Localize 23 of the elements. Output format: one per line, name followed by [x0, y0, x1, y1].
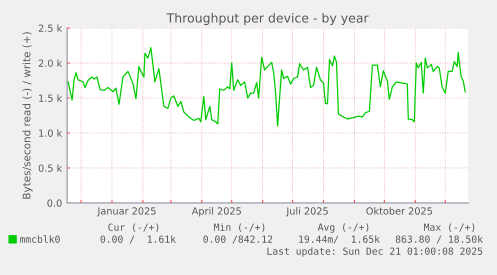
- y-tick-label: 0.5 k: [38, 164, 62, 172]
- y-tick-label: 0.0: [47, 199, 62, 207]
- y-axis-title: Bytes/second read (-) / write (+): [22, 32, 32, 199]
- x-tick-label: April 2025: [192, 207, 241, 217]
- line-series: [67, 47, 466, 127]
- y-tick-label: 1.0 k: [39, 129, 62, 137]
- text: 0.00 / 1.61k: [100, 235, 176, 244]
- text: Cur (-/+): [108, 223, 158, 232]
- y-tick-label: 1.5 k: [39, 94, 62, 102]
- chart-title: Throughput per device - by year: [166, 12, 369, 26]
- y-tick-label: 2.5 k: [38, 24, 62, 32]
- text: 0.00 /842.12: [203, 235, 272, 244]
- x-tick-label: Oktober 2025: [366, 207, 432, 215]
- text: Last update: Sun Dec 21 01:00:08 2025: [267, 247, 482, 257]
- x-tick-label: Januar 2025: [96, 207, 156, 216]
- text: Min (-/+): [214, 223, 264, 232]
- text: Avg (-/+): [318, 223, 368, 233]
- y-tick-label: 2.0 k: [38, 59, 62, 67]
- x-tick-label: Juli 2025: [286, 207, 328, 216]
- legend-label: mmcblk0: [20, 235, 60, 243]
- text: 863.80 / 18.50k: [396, 235, 483, 244]
- text: Max (-/+): [424, 223, 474, 232]
- text: 19.44m/ 1.65k: [299, 235, 380, 244]
